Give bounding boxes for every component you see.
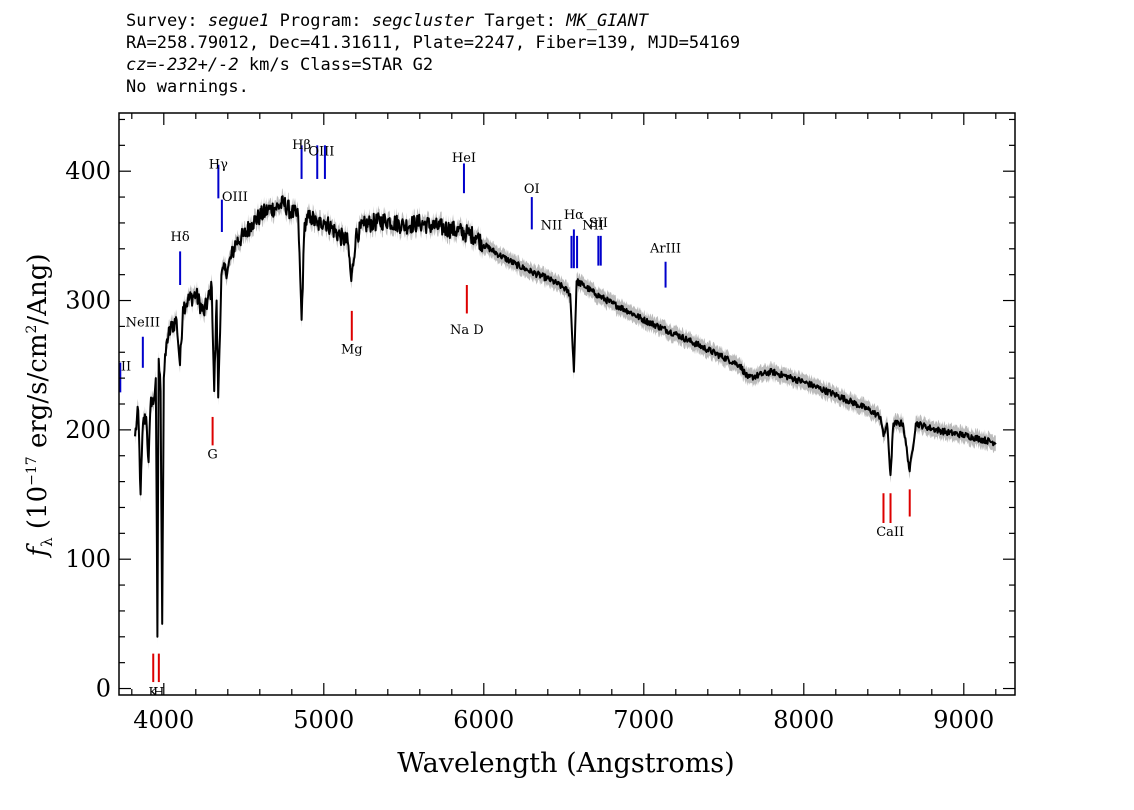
- line-label: NII: [541, 218, 563, 233]
- line-label: Hα: [564, 208, 584, 223]
- line-label: Hβ: [292, 138, 311, 153]
- cz-units-class: km/s Class=STAR G2: [248, 55, 434, 75]
- line-label: Hδ: [171, 230, 190, 245]
- y-tick-label: 0: [96, 675, 111, 703]
- line-label: NeIII: [126, 315, 160, 330]
- line-label: K: [148, 685, 158, 700]
- line-label: NII: [582, 218, 604, 233]
- spectrum-header: Survey: segue1 Program: segcluster Targe…: [126, 10, 740, 98]
- survey-value: segue1: [207, 11, 270, 31]
- y-axis-label-part: (10: [23, 486, 53, 538]
- line-label: ArIII: [649, 242, 681, 257]
- cz-label: cz=: [126, 55, 157, 75]
- target-value: MK_GIANT: [566, 11, 649, 31]
- y-axis-label: fλ (10−17 erg/s/cm2/Ang): [23, 254, 56, 559]
- program-value: segcluster: [371, 11, 475, 31]
- y-axis-label-part: /Ang): [23, 254, 53, 325]
- target-label: Target:: [484, 11, 556, 31]
- line-label: CaII: [876, 525, 904, 540]
- y-axis-label-part: λ: [38, 537, 56, 547]
- survey-line: Survey: segue1 Program: segcluster Targe…: [126, 10, 740, 32]
- y-tick-label: 400: [65, 157, 111, 185]
- line-label: OIII: [308, 145, 334, 160]
- line-label: Hγ: [209, 158, 228, 173]
- y-tick-label: 100: [65, 545, 111, 573]
- x-tick-label: 5000: [293, 706, 354, 734]
- flux-layer: [134, 195, 997, 638]
- y-axis-label-part: 2: [24, 325, 40, 334]
- line-label: Mg: [341, 343, 363, 358]
- coordinates-line: RA=258.79012, Dec=41.31611, Plate=2247, …: [126, 33, 741, 53]
- cz-value: -232+/-2: [156, 55, 239, 75]
- flux-series: [134, 195, 997, 638]
- y-axis-label-part: erg/s/cm: [23, 334, 53, 457]
- redshift-line: cz=-232+/-2 km/s Class=STAR G2: [126, 54, 740, 76]
- x-axis-label: Wavelength (Angstroms): [397, 748, 734, 779]
- x-tick-label: 8000: [773, 706, 834, 734]
- survey-label: Survey:: [126, 11, 198, 31]
- axes-layer: 4000 5000 6000 7000 8000 9000 0 100 200 300 400: [65, 112, 1016, 734]
- y-axis-label-part: −17: [24, 456, 40, 486]
- error-band: [135, 188, 996, 645]
- y-tick-label: 300: [65, 287, 111, 315]
- line-label: Na D: [450, 323, 484, 338]
- plot-frame: [118, 112, 1016, 696]
- warnings-line: No warnings.: [126, 77, 249, 97]
- line-label: SII: [589, 216, 608, 231]
- line-label: G: [207, 447, 217, 462]
- x-tick-label: 9000: [933, 706, 994, 734]
- program-label: Program:: [279, 11, 362, 31]
- x-tick-label: 6000: [453, 706, 514, 734]
- error-band-layer: [135, 188, 996, 645]
- x-tick-label: 7000: [613, 706, 674, 734]
- line-label: H: [153, 685, 164, 700]
- line-label: NII: [109, 359, 131, 374]
- x-tick-label: 4000: [133, 706, 194, 734]
- line-label: OI: [524, 182, 540, 197]
- line-label: OIII: [222, 190, 248, 205]
- y-tick-label: 200: [65, 416, 111, 444]
- line-label: HeI: [452, 151, 476, 166]
